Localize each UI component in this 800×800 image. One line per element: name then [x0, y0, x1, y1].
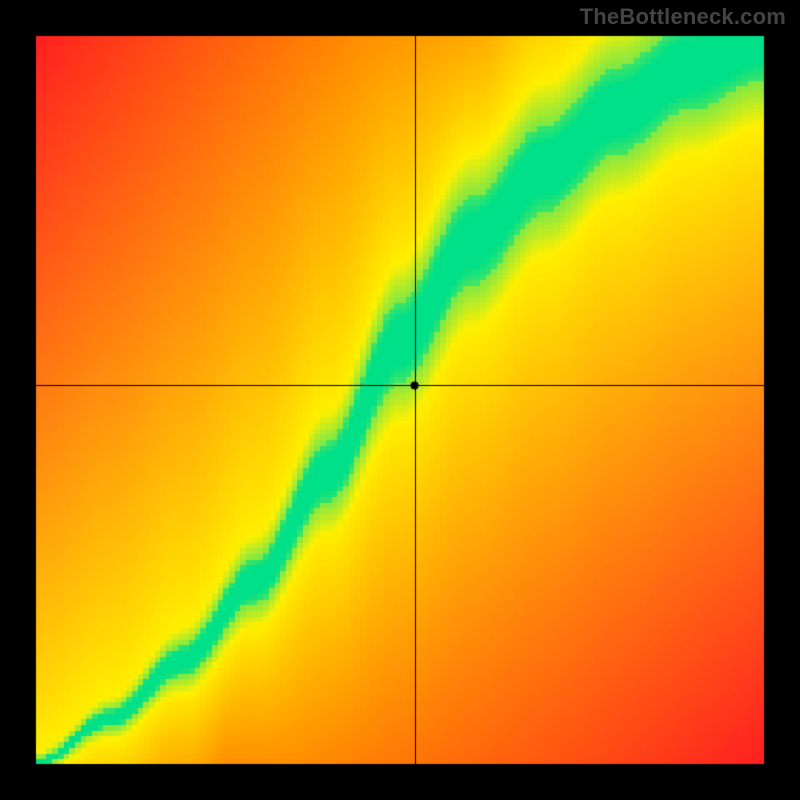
bottleneck-heatmap	[0, 0, 800, 800]
chart-container: { "watermark": { "text": "TheBottleneck.…	[0, 0, 800, 800]
watermark-text: TheBottleneck.com	[580, 4, 786, 30]
